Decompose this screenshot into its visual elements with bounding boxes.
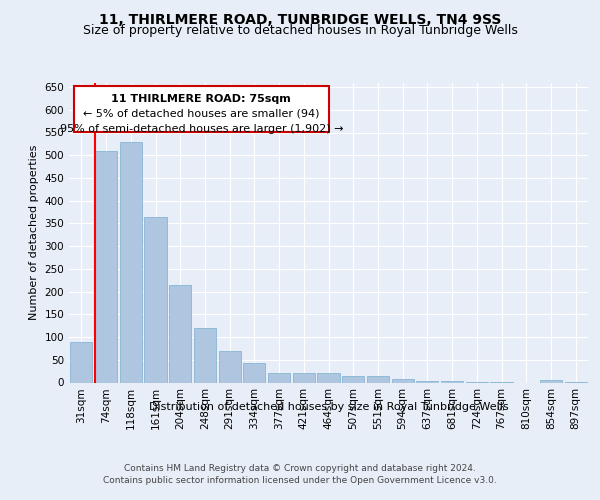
Text: Contains HM Land Registry data © Crown copyright and database right 2024.: Contains HM Land Registry data © Crown c… [124, 464, 476, 473]
Text: 11, THIRLMERE ROAD, TUNBRIDGE WELLS, TN4 9SS: 11, THIRLMERE ROAD, TUNBRIDGE WELLS, TN4… [99, 12, 501, 26]
Bar [95, 150, 117, 382]
Bar [392, 379, 414, 382]
Bar [367, 376, 389, 382]
Bar [169, 285, 191, 382]
Bar [268, 374, 290, 382]
Text: Size of property relative to detached houses in Royal Tunbridge Wells: Size of property relative to detached ho… [83, 24, 517, 37]
FancyBboxPatch shape [74, 86, 329, 132]
Bar [145, 216, 167, 382]
Bar [540, 380, 562, 382]
Bar [441, 381, 463, 382]
Bar [194, 328, 216, 382]
Bar [218, 350, 241, 382]
Bar [416, 381, 439, 382]
Text: ← 5% of detached houses are smaller (94): ← 5% of detached houses are smaller (94) [83, 108, 320, 118]
Text: 95% of semi-detached houses are larger (1,902) →: 95% of semi-detached houses are larger (… [59, 124, 343, 134]
Bar [342, 376, 364, 382]
Bar [293, 372, 315, 382]
Text: 11 THIRLMERE ROAD: 75sqm: 11 THIRLMERE ROAD: 75sqm [112, 94, 291, 104]
Bar [243, 364, 265, 382]
Text: Distribution of detached houses by size in Royal Tunbridge Wells: Distribution of detached houses by size … [149, 402, 509, 412]
Bar [70, 342, 92, 382]
Text: Contains public sector information licensed under the Open Government Licence v3: Contains public sector information licen… [103, 476, 497, 485]
Y-axis label: Number of detached properties: Number of detached properties [29, 145, 39, 320]
Bar [317, 372, 340, 382]
Bar [119, 142, 142, 382]
